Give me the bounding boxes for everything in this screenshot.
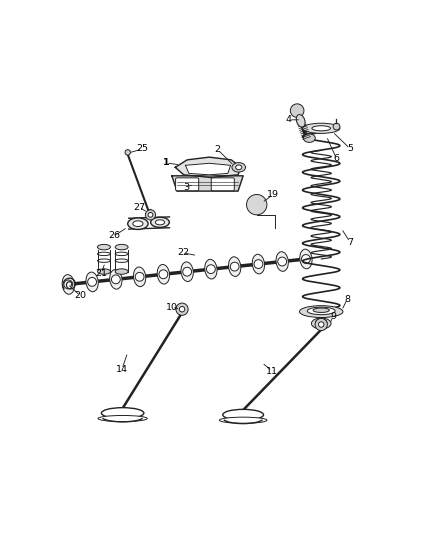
Ellipse shape xyxy=(115,245,128,250)
Ellipse shape xyxy=(86,272,98,292)
FancyBboxPatch shape xyxy=(211,178,234,191)
Ellipse shape xyxy=(313,308,329,312)
Text: 2: 2 xyxy=(215,145,221,154)
Circle shape xyxy=(179,306,185,312)
Text: 27: 27 xyxy=(133,203,145,212)
Ellipse shape xyxy=(232,163,246,172)
Ellipse shape xyxy=(98,269,110,274)
Ellipse shape xyxy=(98,245,110,250)
Text: 9: 9 xyxy=(330,311,336,320)
Ellipse shape xyxy=(296,115,305,127)
Circle shape xyxy=(333,123,340,130)
Text: 1: 1 xyxy=(163,158,170,167)
Text: 7: 7 xyxy=(347,238,353,246)
Text: 4: 4 xyxy=(286,115,292,124)
Ellipse shape xyxy=(276,252,288,271)
Polygon shape xyxy=(175,157,241,177)
Text: 26: 26 xyxy=(108,231,120,240)
Ellipse shape xyxy=(223,409,264,420)
Circle shape xyxy=(64,280,73,289)
Ellipse shape xyxy=(229,257,241,277)
Ellipse shape xyxy=(62,274,74,294)
Ellipse shape xyxy=(304,134,315,142)
Polygon shape xyxy=(172,176,243,191)
Ellipse shape xyxy=(110,270,122,289)
Ellipse shape xyxy=(98,415,147,422)
Circle shape xyxy=(88,278,96,286)
Circle shape xyxy=(145,210,155,220)
Circle shape xyxy=(254,260,263,269)
Ellipse shape xyxy=(115,269,128,274)
Text: 19: 19 xyxy=(267,190,279,199)
Ellipse shape xyxy=(102,408,144,418)
Text: 5: 5 xyxy=(347,144,353,153)
Ellipse shape xyxy=(134,267,146,287)
Circle shape xyxy=(183,267,191,276)
Ellipse shape xyxy=(236,165,242,169)
Ellipse shape xyxy=(307,307,335,314)
Ellipse shape xyxy=(128,218,148,229)
Text: 20: 20 xyxy=(74,291,86,300)
Circle shape xyxy=(301,255,311,263)
Text: 3: 3 xyxy=(184,182,190,191)
Text: 14: 14 xyxy=(116,365,128,374)
Circle shape xyxy=(176,303,188,316)
Ellipse shape xyxy=(303,123,340,133)
Ellipse shape xyxy=(300,305,343,318)
Circle shape xyxy=(159,270,168,279)
Ellipse shape xyxy=(311,318,331,329)
Ellipse shape xyxy=(157,264,170,284)
Text: 21: 21 xyxy=(95,269,108,278)
Ellipse shape xyxy=(300,249,312,269)
Ellipse shape xyxy=(181,262,193,281)
Ellipse shape xyxy=(133,221,143,227)
Circle shape xyxy=(318,322,324,327)
Circle shape xyxy=(111,275,120,284)
Ellipse shape xyxy=(252,254,265,274)
Text: 25: 25 xyxy=(136,144,148,154)
Circle shape xyxy=(148,213,153,217)
Ellipse shape xyxy=(219,417,267,423)
Text: 8: 8 xyxy=(344,295,350,303)
Text: 6: 6 xyxy=(333,154,339,163)
Circle shape xyxy=(290,104,304,117)
Circle shape xyxy=(230,262,239,271)
Ellipse shape xyxy=(151,217,170,228)
Text: 11: 11 xyxy=(266,367,278,376)
Ellipse shape xyxy=(155,220,165,225)
FancyBboxPatch shape xyxy=(176,178,199,191)
Circle shape xyxy=(278,257,286,266)
Circle shape xyxy=(315,318,327,330)
Circle shape xyxy=(206,265,215,273)
Ellipse shape xyxy=(312,126,331,131)
Circle shape xyxy=(125,150,131,155)
Text: 22: 22 xyxy=(177,248,189,257)
Polygon shape xyxy=(185,163,230,175)
Text: 10: 10 xyxy=(166,303,178,312)
Circle shape xyxy=(247,195,267,215)
Ellipse shape xyxy=(315,319,327,326)
Circle shape xyxy=(135,272,144,281)
Ellipse shape xyxy=(205,260,217,279)
